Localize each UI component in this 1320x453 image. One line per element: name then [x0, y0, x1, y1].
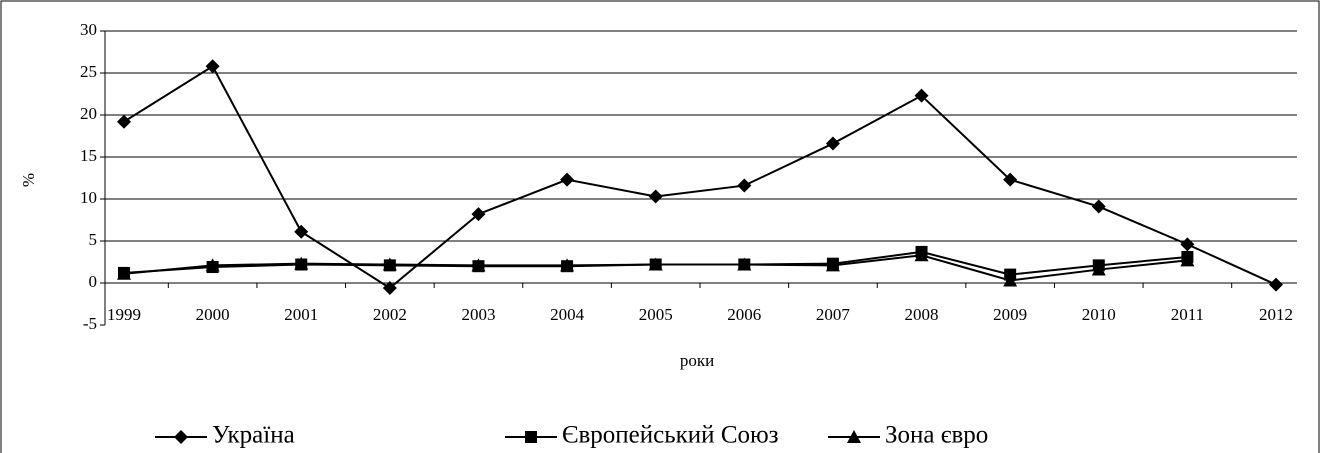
point: [825, 258, 840, 272]
point: [525, 431, 537, 443]
point: [1091, 262, 1106, 276]
point: [382, 281, 397, 296]
x-tick-label: 2003: [461, 305, 495, 324]
point: [914, 248, 929, 262]
point: [471, 258, 486, 272]
point: [560, 258, 575, 272]
y-tick-label: 30: [80, 20, 97, 39]
x-tick-label: 2001: [284, 305, 318, 324]
legend-label: Зона євро: [885, 422, 988, 449]
y-tick-label: 10: [80, 188, 97, 207]
point: [294, 256, 309, 270]
x-axis-label: роки: [680, 351, 714, 370]
point: [471, 207, 486, 222]
point: [205, 59, 220, 74]
point: [382, 257, 397, 271]
point: [205, 258, 220, 272]
point: [737, 178, 752, 193]
point: [294, 224, 309, 239]
point: [825, 136, 840, 151]
x-tick-label: 2008: [905, 305, 939, 324]
x-tick-label: 2010: [1082, 305, 1116, 324]
x-tick-label: 1999: [107, 305, 141, 324]
legend-label: Україна: [212, 422, 295, 449]
x-tick-label: 2007: [816, 305, 851, 324]
x-tick-label: 2009: [993, 305, 1027, 324]
point: [1180, 253, 1195, 267]
x-tick-label: 2000: [196, 305, 230, 324]
point: [560, 172, 575, 187]
x-tick-label: 2004: [550, 305, 585, 324]
y-tick-label: 0: [89, 272, 98, 291]
point: [648, 257, 663, 271]
point: [1003, 273, 1018, 287]
y-tick-label: 20: [80, 104, 97, 123]
point: [847, 430, 861, 443]
point: [914, 88, 929, 103]
point: [1091, 199, 1106, 214]
series-line: [123, 64, 1277, 290]
point: [117, 266, 131, 280]
point: [1269, 277, 1283, 292]
x-tick-label: 2005: [639, 305, 673, 324]
y-tick-label: 5: [89, 230, 98, 249]
y-tick-label: -5: [83, 314, 97, 333]
y-axis-label: %: [19, 173, 38, 187]
point: [1180, 237, 1195, 252]
y-tick-label: 15: [80, 146, 97, 165]
y-tick-label: 25: [80, 62, 97, 81]
point: [117, 114, 131, 129]
x-tick-label: 2002: [373, 305, 407, 324]
point: [1003, 172, 1018, 187]
legend-label: Європейський Союз: [562, 422, 779, 449]
x-tick-label: 2006: [727, 305, 761, 324]
point: [648, 189, 663, 204]
x-tick-label: 2012: [1259, 305, 1293, 324]
x-tick-label: 2011: [1171, 305, 1204, 324]
point: [737, 257, 752, 271]
point: [174, 430, 188, 444]
